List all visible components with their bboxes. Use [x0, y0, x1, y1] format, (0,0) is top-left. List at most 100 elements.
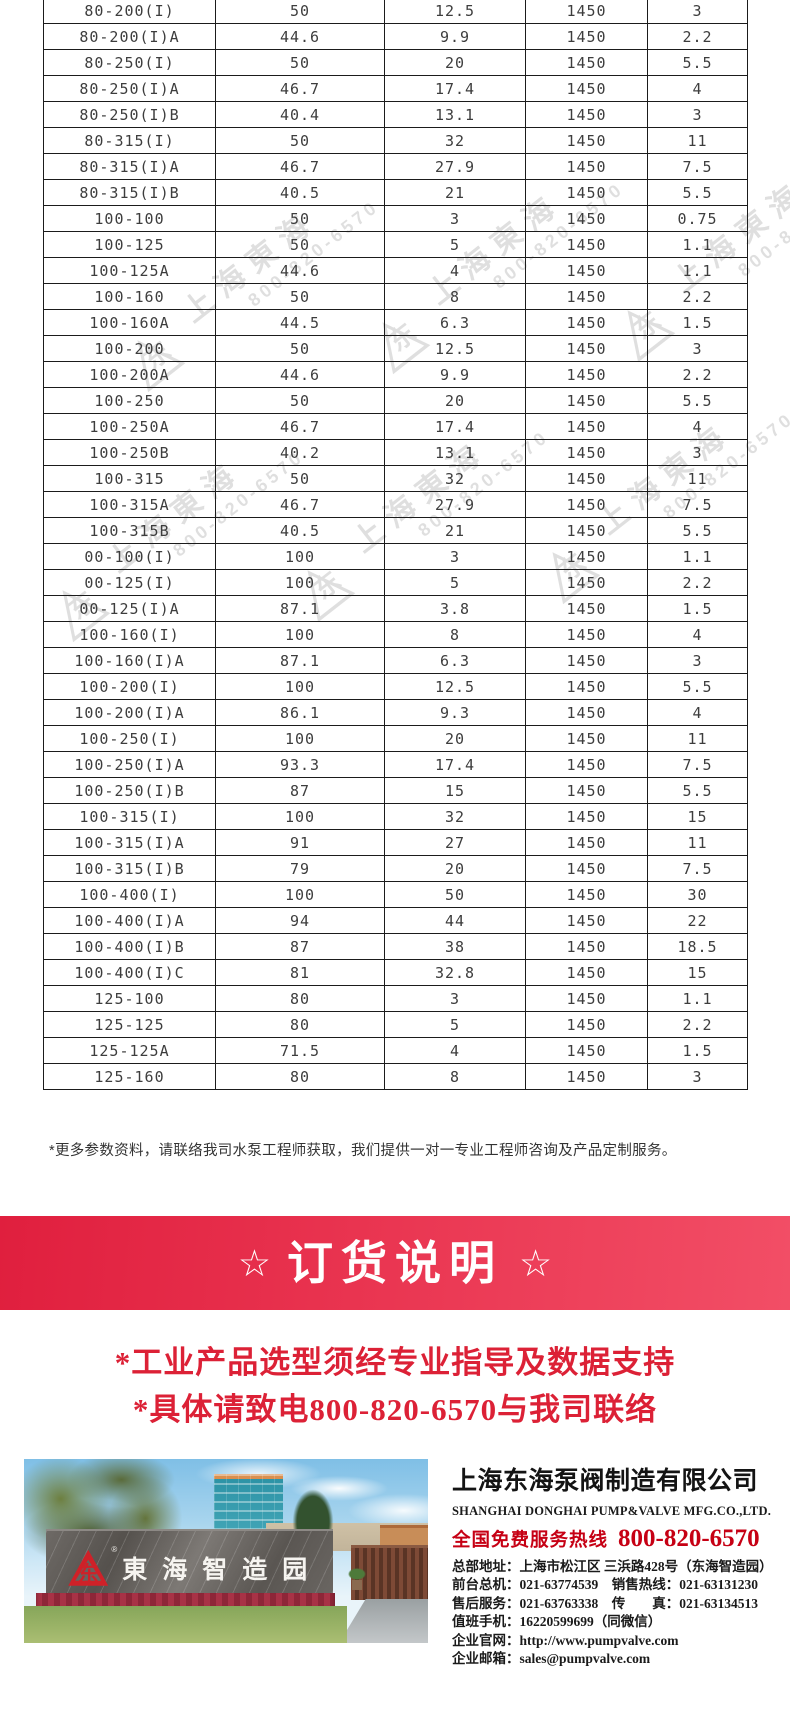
table-cell: 2.2 — [647, 23, 748, 50]
table-cell: 1450 — [525, 179, 648, 206]
table-cell: 3 — [647, 439, 748, 466]
table-cell: 100-160(I)A — [43, 647, 216, 674]
table-row: 125-125 80 5 1450 2.2 — [43, 1011, 748, 1038]
slogan-line: *工业产品选型须经专业指导及数据支持 — [114, 1345, 676, 1380]
table-cell: 100-315 — [43, 465, 216, 492]
table-cell: 100-400(I)B — [43, 933, 216, 960]
table-row: 00-125(I) 100 5 1450 2.2 — [43, 569, 748, 596]
table-cell: 1.5 — [647, 309, 748, 336]
table-cell: 46.7 — [215, 153, 385, 180]
table-cell: 0.75 — [647, 205, 748, 232]
table-row: 80-250(I) 50 20 1450 5.5 — [43, 49, 748, 76]
table-cell: 100 — [215, 725, 385, 752]
table-cell: 3 — [647, 0, 748, 24]
table-cell: 20 — [384, 725, 526, 752]
contact-line: 总部地址：上海市松江区 三浜路428号（东海智造园） — [452, 1559, 773, 1574]
table-cell: 1450 — [525, 985, 648, 1012]
table-row: 80-315(I) 50 32 1450 11 — [43, 127, 748, 154]
table-cell: 40.5 — [215, 517, 385, 544]
table-row: 100-250 50 20 1450 5.5 — [43, 387, 748, 414]
table-cell: 100-315A — [43, 491, 216, 518]
table-cell: 125-125A — [43, 1037, 216, 1064]
table-cell: 18.5 — [647, 933, 748, 960]
table-cell: 1450 — [525, 205, 648, 232]
table-cell: 1450 — [525, 309, 648, 336]
table-cell: 8 — [384, 621, 526, 648]
table-row: 100-200(I)A 86.1 9.3 1450 4 — [43, 699, 748, 726]
table-cell: 44.6 — [215, 361, 385, 388]
spec-table-wrap: 80-200(I) 50 12.5 1450 3 80-200(I)A 44.6 9.9 145… — [43, 0, 748, 1090]
table-cell: 80-200(I)A — [43, 23, 216, 50]
table-cell: 125-160 — [43, 1063, 216, 1090]
table-cell: 00-125(I)A — [43, 595, 216, 622]
table-cell: 30 — [647, 881, 748, 908]
table-cell: 1450 — [525, 153, 648, 180]
table-row: 125-160 80 8 1450 3 — [43, 1063, 748, 1090]
table-cell: 1.1 — [647, 257, 748, 284]
table-row: 125-125A 71.5 4 1450 1.5 — [43, 1037, 748, 1064]
table-cell: 80-315(I) — [43, 127, 216, 154]
table-row: 100-250A 46.7 17.4 1450 4 — [43, 413, 748, 440]
table-cell: 1450 — [525, 387, 648, 414]
table-cell: 44.5 — [215, 309, 385, 336]
table-cell: 50 — [215, 205, 385, 232]
table-cell: 20 — [384, 387, 526, 414]
table-row: 00-125(I)A 87.1 3.8 1450 1.5 — [43, 595, 748, 622]
table-cell: 32 — [384, 803, 526, 830]
photo-lawn — [24, 1606, 348, 1643]
table-footnote: *更多参数资料，请联络我司水泵工程师获取，我们提供一对一专业工程师咨询及产品定制… — [49, 1143, 677, 1159]
table-cell: 87.1 — [215, 647, 385, 674]
company-name-cn: 上海东海泵阀制造有限公司 — [452, 1467, 759, 1495]
table-cell: 5.5 — [647, 777, 748, 804]
table-cell: 87 — [215, 933, 385, 960]
table-cell: 1450 — [525, 751, 648, 778]
table-cell: 91 — [215, 829, 385, 856]
table-row: 100-250B 40.2 13.1 1450 3 — [43, 439, 748, 466]
table-cell: 100 — [215, 881, 385, 908]
table-cell: 125-100 — [43, 985, 216, 1012]
table-cell: 80 — [215, 1063, 385, 1090]
table-cell: 100-250B — [43, 439, 216, 466]
table-cell: 1450 — [525, 543, 648, 570]
table-row: 100-400(I) 100 50 1450 30 — [43, 881, 748, 908]
table-cell: 80-250(I)B — [43, 101, 216, 128]
table-cell: 100-160 — [43, 283, 216, 310]
table-cell: 50 — [384, 881, 526, 908]
table-cell: 1450 — [525, 231, 648, 258]
table-cell: 2.2 — [647, 1011, 748, 1038]
table-cell: 50 — [215, 283, 385, 310]
table-cell: 3 — [384, 205, 526, 232]
table-cell: 32 — [384, 127, 526, 154]
table-cell: 1450 — [525, 75, 648, 102]
table-cell: 50 — [215, 231, 385, 258]
table-cell: 80-250(I) — [43, 49, 216, 76]
table-cell: 7.5 — [647, 491, 748, 518]
contact-line: 前台总机：021-63774539 销售热线：021-63131230 — [452, 1577, 758, 1593]
table-cell: 80-200(I) — [43, 0, 216, 24]
table-cell: 50 — [215, 127, 385, 154]
table-cell: 100-100 — [43, 205, 216, 232]
table-cell: 1450 — [525, 1063, 648, 1090]
table-cell: 1450 — [525, 881, 648, 908]
table-cell: 44 — [384, 907, 526, 934]
table-cell: 44.6 — [215, 257, 385, 284]
table-row: 100-200A 44.6 9.9 1450 2.2 — [43, 361, 748, 388]
table-cell: 100-315(I) — [43, 803, 216, 830]
table-cell: 1450 — [525, 49, 648, 76]
table-cell: 7.5 — [647, 855, 748, 882]
table-cell: 100-315(I)B — [43, 855, 216, 882]
table-cell: 100-200(I)A — [43, 699, 216, 726]
table-row: 100-200 50 12.5 1450 3 — [43, 335, 748, 362]
table-row: 100-315B 40.5 21 1450 5.5 — [43, 517, 748, 544]
table-cell: 100-200A — [43, 361, 216, 388]
table-cell: 9.9 — [384, 361, 526, 388]
table-cell: 1450 — [525, 491, 648, 518]
table-cell: 17.4 — [384, 413, 526, 440]
company-info: 上海东海泵阀制造有限公司 SHANGHAI DONGHAI PUMP&VALVE… — [452, 1461, 782, 1668]
table-cell: 100 — [215, 803, 385, 830]
star-icon: ☆ — [237, 1242, 271, 1284]
table-cell: 1450 — [525, 101, 648, 128]
table-cell: 17.4 — [384, 75, 526, 102]
table-cell: 12.5 — [384, 0, 526, 24]
